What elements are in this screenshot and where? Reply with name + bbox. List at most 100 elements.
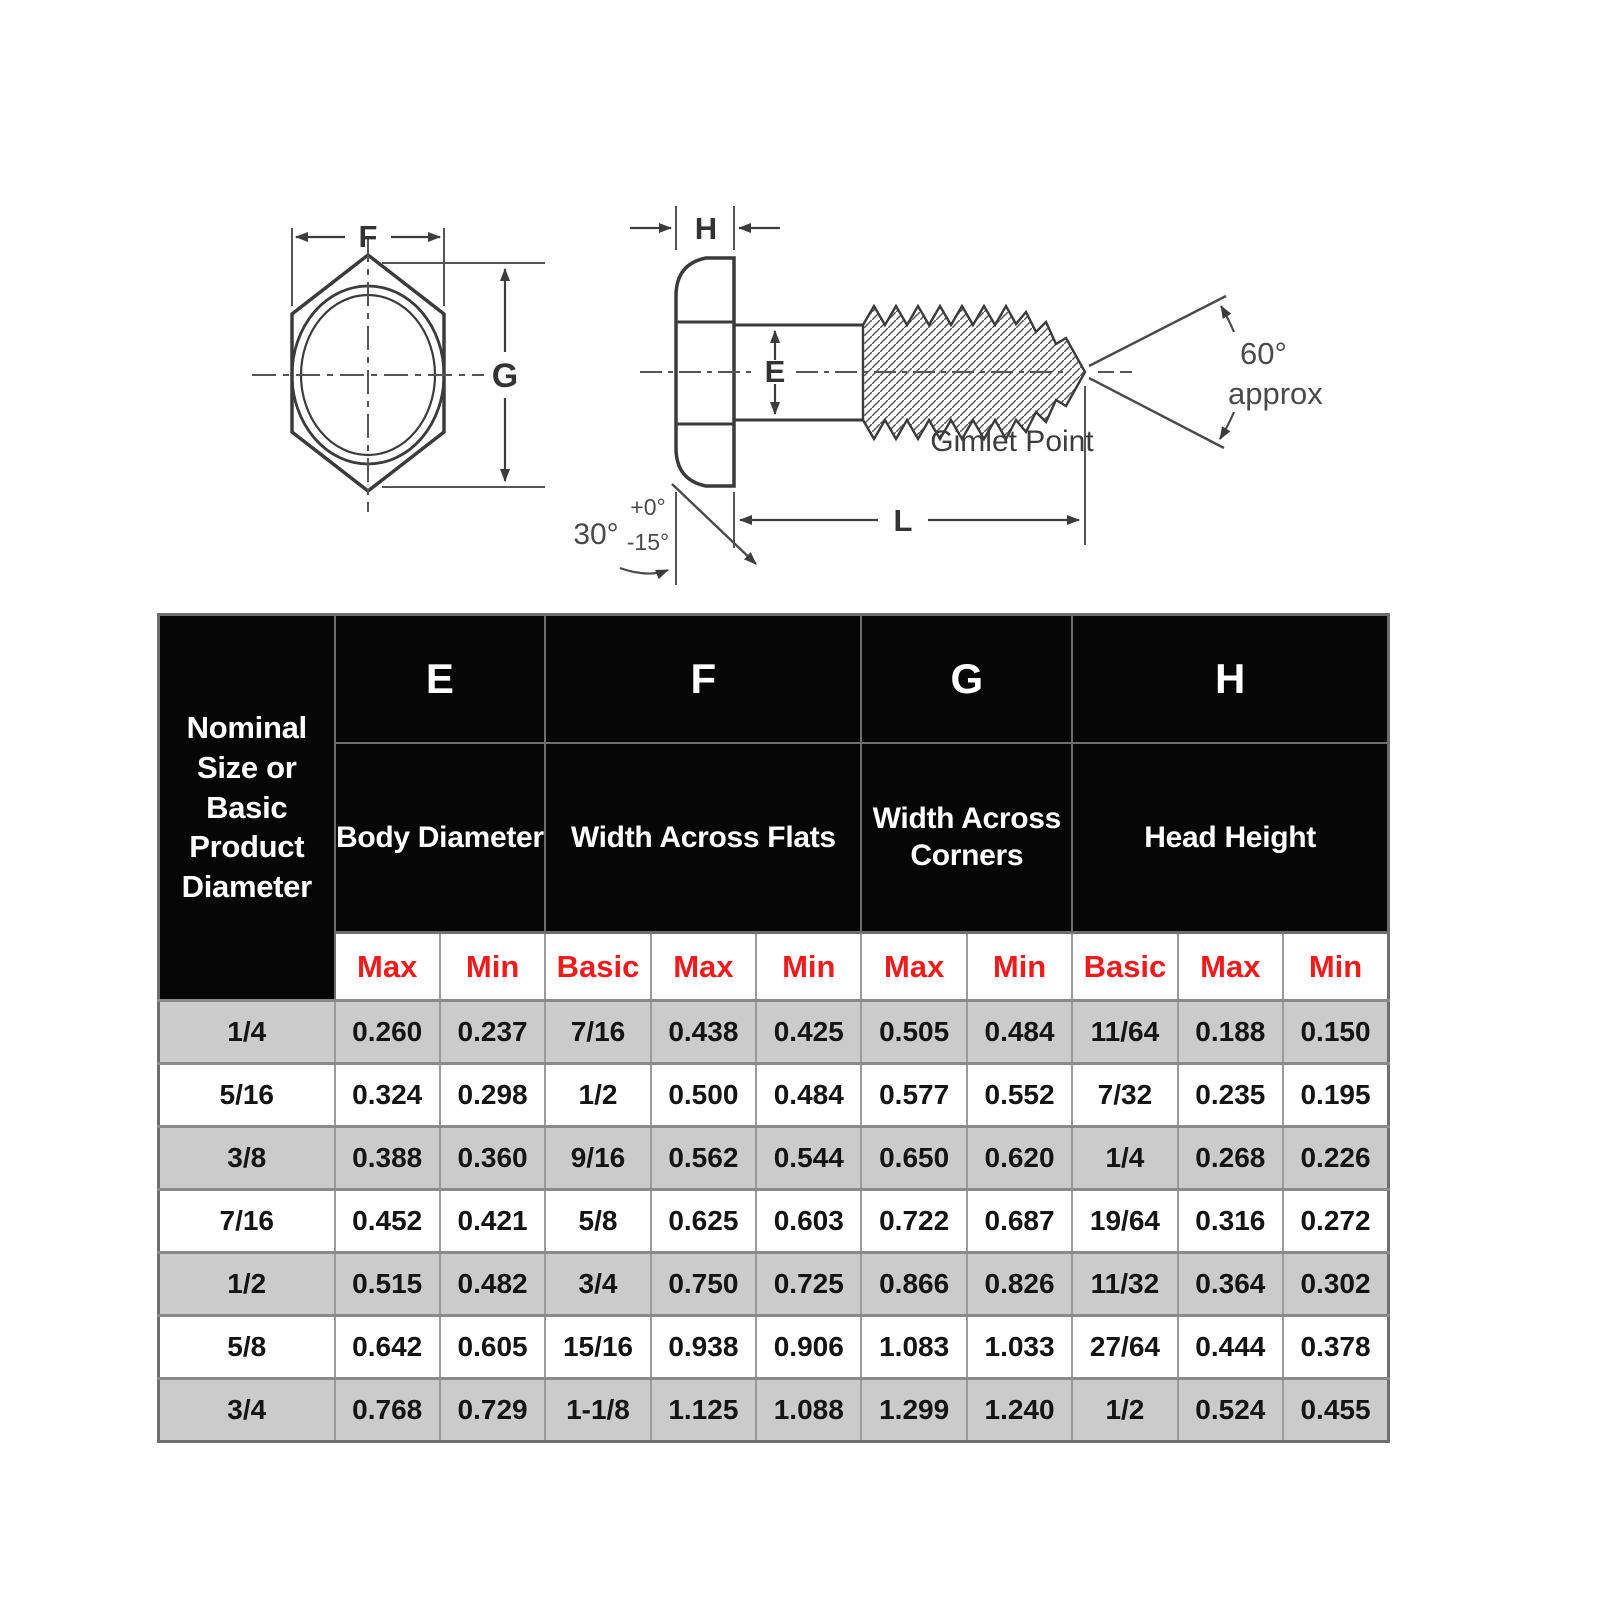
value-cell: 0.388 (333, 1125, 441, 1191)
point-angle-label: 60° (1240, 336, 1287, 371)
nominal-size-cell: 1/4 (157, 999, 336, 1065)
value-cell: 0.482 (438, 1251, 547, 1317)
subheader-h-max: Max (1176, 931, 1285, 1002)
value-cell: 0.866 (860, 1251, 968, 1317)
subheader-e-min: Min (438, 931, 547, 1002)
dim-label-l: L (894, 503, 913, 538)
value-cell: 0.505 (860, 999, 968, 1065)
value-cell: 0.188 (1176, 999, 1285, 1065)
gimlet-point-label: Gimlet Point (930, 425, 1094, 458)
nominal-size-cell: 7/16 (157, 1188, 336, 1254)
table-row: 5/8 0.642 0.605 15/16 0.938 0.906 1.083 1.033 27… (157, 1314, 1390, 1380)
value-cell: 0.364 (1176, 1251, 1285, 1317)
value-cell: 0.268 (1176, 1125, 1285, 1191)
group-letter-f: F (544, 613, 863, 744)
value-cell: 0.729 (438, 1377, 547, 1443)
value-cell: 7/32 (1071, 1062, 1179, 1128)
subheader-f-basic: Basic (544, 931, 652, 1002)
value-cell: 0.562 (649, 1125, 758, 1191)
value-cell: 0.544 (755, 1125, 863, 1191)
value-cell: 9/16 (544, 1125, 652, 1191)
value-cell: 1.088 (755, 1377, 863, 1443)
value-cell: 0.235 (1176, 1062, 1285, 1128)
value-cell: 0.324 (333, 1062, 441, 1128)
spec-table-body: 1/4 0.260 0.237 7/16 0.438 0.425 0.505 0.484 11/… (157, 999, 1390, 1443)
chamfer-angle-label: 30° (573, 518, 618, 551)
lag-screw-technical-drawing: F G H E (0, 0, 1600, 612)
table-row: 3/8 0.388 0.360 9/16 0.562 0.544 0.650 0.620 1/4… (157, 1125, 1390, 1191)
value-cell: 0.421 (438, 1188, 547, 1254)
subheader-f-min: Min (755, 931, 863, 1002)
value-cell: 11/64 (1071, 999, 1179, 1065)
value-cell: 0.484 (755, 1062, 863, 1128)
value-cell: 0.378 (1282, 1314, 1390, 1380)
value-cell: 0.237 (438, 999, 547, 1065)
value-cell: 0.452 (333, 1188, 441, 1254)
table-row: 7/16 0.452 0.421 5/8 0.625 0.603 0.722 0.687 19/… (157, 1188, 1390, 1254)
table-row: 5/16 0.324 0.298 1/2 0.500 0.484 0.577 0.552 7/3… (157, 1062, 1390, 1128)
subheader-row: Max Min Basic Max Min Max Min Basic Max … (159, 931, 1390, 1002)
table-row: 1/2 0.515 0.482 3/4 0.750 0.725 0.866 0.826 11/3… (157, 1251, 1390, 1317)
subheader-g-max: Max (860, 931, 968, 1002)
value-cell: 1/2 (544, 1062, 652, 1128)
value-cell: 0.260 (333, 999, 441, 1065)
value-cell: 0.768 (333, 1377, 441, 1443)
value-cell: 1-1/8 (544, 1377, 652, 1443)
subheader-h-basic: Basic (1071, 931, 1179, 1002)
value-cell: 0.826 (965, 1251, 1074, 1317)
value-cell: 0.226 (1282, 1125, 1390, 1191)
value-cell: 0.605 (438, 1314, 547, 1380)
subheader-h-min: Min (1282, 931, 1390, 1002)
value-cell: 0.438 (649, 999, 758, 1065)
value-cell: 1/4 (1071, 1125, 1179, 1191)
nominal-size-cell: 3/8 (157, 1125, 336, 1191)
value-cell: 0.515 (333, 1251, 441, 1317)
value-cell: 0.272 (1282, 1188, 1390, 1254)
value-cell: 0.750 (649, 1251, 758, 1317)
value-cell: 0.484 (965, 999, 1074, 1065)
table-row: 1/4 0.260 0.237 7/16 0.438 0.425 0.505 0.484 11/… (157, 999, 1390, 1065)
value-cell: 1.125 (649, 1377, 758, 1443)
value-cell: 0.603 (755, 1188, 863, 1254)
dim-label-g: G (492, 357, 518, 395)
value-cell: 0.150 (1282, 999, 1390, 1065)
value-cell: 0.552 (965, 1062, 1074, 1128)
dim-label-f: F (359, 219, 378, 254)
value-cell: 0.938 (649, 1314, 758, 1380)
group-name-width-across-flats: Width Across Flats (544, 741, 863, 934)
value-cell: 1.083 (860, 1314, 968, 1380)
group-letter-e: E (333, 613, 547, 744)
value-cell: 0.722 (860, 1188, 968, 1254)
value-cell: 0.425 (755, 999, 863, 1065)
head-profile (674, 256, 736, 488)
group-letter-g: G (860, 613, 1074, 744)
value-cell: 1/2 (1071, 1377, 1179, 1443)
nominal-size-cell: 5/8 (157, 1314, 336, 1380)
group-names-row: Body Diameter Width Across Flats Width A… (159, 741, 1390, 934)
group-name-body-diameter: Body Diameter (333, 741, 547, 934)
drawing-svg: F G H E (252, 206, 1323, 585)
value-cell: 0.725 (755, 1251, 863, 1317)
value-cell: 1.299 (860, 1377, 968, 1443)
dim-label-h: H (695, 211, 717, 246)
dim-label-e: E (765, 354, 786, 389)
subheader-g-min: Min (965, 931, 1074, 1002)
nominal-size-cell: 3/4 (157, 1377, 336, 1443)
value-cell: 0.650 (860, 1125, 968, 1191)
value-cell: 0.577 (860, 1062, 968, 1128)
table-row: 3/4 0.768 0.729 1-1/8 1.125 1.088 1.299 1.240 1/… (157, 1377, 1390, 1443)
value-cell: 0.625 (649, 1188, 758, 1254)
value-cell: 1.240 (965, 1377, 1074, 1443)
value-cell: 0.906 (755, 1314, 863, 1380)
value-cell: 0.195 (1282, 1062, 1390, 1128)
value-cell: 0.620 (965, 1125, 1074, 1191)
value-cell: 7/16 (544, 999, 652, 1065)
nominal-size-cell: 5/16 (157, 1062, 336, 1128)
value-cell: 27/64 (1071, 1314, 1179, 1380)
letters-row: Nominal Size or Basic Product Diameter E… (157, 613, 1390, 1002)
dimension-table: Nominal Size or Basic Product Diameter E… (157, 613, 1390, 1443)
value-cell: 0.500 (649, 1062, 758, 1128)
bolt-side-view (619, 206, 1236, 585)
value-cell: 19/64 (1071, 1188, 1179, 1254)
